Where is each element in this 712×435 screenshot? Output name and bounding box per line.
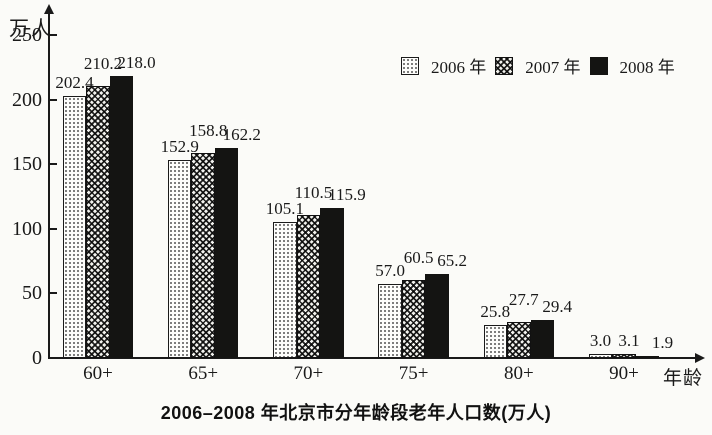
bar-value-label: 105.1 — [265, 199, 305, 219]
bar-value-label: 158.8 — [189, 120, 228, 140]
bar — [612, 353, 636, 358]
bar — [507, 322, 531, 358]
bar — [530, 320, 555, 358]
bar — [273, 222, 297, 358]
y-axis-line — [48, 13, 50, 358]
bar-value-label: 110.5 — [294, 183, 333, 203]
bar-value-label: 210.2 — [83, 54, 123, 74]
x-category-label: 75+ — [398, 363, 429, 384]
y-tick-mark — [50, 34, 57, 36]
x-category-label: 80+ — [503, 363, 534, 384]
y-tick-mark — [50, 98, 57, 101]
bar-value-label: 162.2 — [222, 125, 261, 145]
y-tick-label: 50 — [22, 282, 42, 305]
y-tick-mark — [50, 227, 57, 230]
bar-value-label: 202.4 — [55, 73, 94, 93]
x-category-label: 65+ — [188, 363, 219, 384]
bar — [191, 152, 215, 358]
y-tick-label: 250 — [12, 24, 42, 46]
legend-item: 2007 年 — [495, 53, 581, 78]
bar — [296, 215, 321, 358]
bar-value-label: 218.0 — [117, 53, 156, 73]
legend-swatch-solid-icon — [589, 56, 608, 75]
x-category-label: 70+ — [293, 363, 324, 384]
bar — [86, 86, 110, 358]
bar — [635, 355, 660, 358]
bar — [425, 273, 449, 358]
y-tick-label: 200 — [12, 88, 42, 111]
y-tick-mark — [50, 163, 57, 166]
x-axis-line — [48, 357, 696, 359]
bar — [401, 279, 426, 358]
legend: 2006 年 2007 年 2008 年 — [401, 53, 684, 78]
bar-value-label: 57.0 — [375, 261, 405, 281]
bar — [214, 148, 239, 358]
bar-value-label: 60.5 — [403, 247, 434, 267]
bar — [320, 208, 344, 358]
y-tick-label: 150 — [12, 153, 42, 176]
y-axis-unit-label: 万人 — [9, 18, 53, 40]
x-axis-title: 年龄 — [663, 368, 704, 389]
bar-value-label: 27.7 — [508, 290, 539, 310]
bar — [483, 324, 508, 358]
bar-value-label: 115.9 — [328, 185, 366, 205]
bar — [62, 96, 87, 358]
bar-value-label: 1.9 — [651, 332, 674, 352]
bar — [588, 354, 613, 358]
legend-item: 2006 年 — [401, 53, 486, 78]
chart-title: 2006–2008 年北京市分年龄段老年人口数(万人) — [160, 403, 552, 423]
bar — [167, 160, 192, 358]
bar — [109, 76, 134, 358]
y-tick-mark — [50, 292, 57, 295]
legend-label: 2007 年 — [525, 58, 581, 77]
bar — [378, 284, 402, 358]
bar-value-label: 65.2 — [437, 250, 467, 270]
y-axis-arrow-icon — [44, 4, 54, 14]
legend-label: 2008 年 — [619, 58, 675, 77]
bar-value-label: 29.4 — [542, 297, 573, 316]
y-tick-label: 100 — [12, 217, 42, 240]
bar-value-label: 3.0 — [589, 331, 612, 351]
legend-label: 2006 年 — [431, 58, 487, 77]
bar-value-label: 25.8 — [480, 301, 511, 321]
legend-swatch-dots-icon — [401, 56, 419, 75]
x-category-label: 60+ — [83, 363, 113, 384]
bar-value-label: 3.1 — [618, 330, 640, 350]
y-tick-label: 0 — [32, 347, 42, 369]
x-category-label: 90+ — [609, 363, 639, 384]
x-axis-arrow-icon — [695, 353, 705, 363]
legend-swatch-crosshatch-icon — [495, 56, 514, 75]
legend-item: 2008 年 — [589, 53, 675, 78]
bar-value-label: 152.9 — [160, 137, 199, 157]
